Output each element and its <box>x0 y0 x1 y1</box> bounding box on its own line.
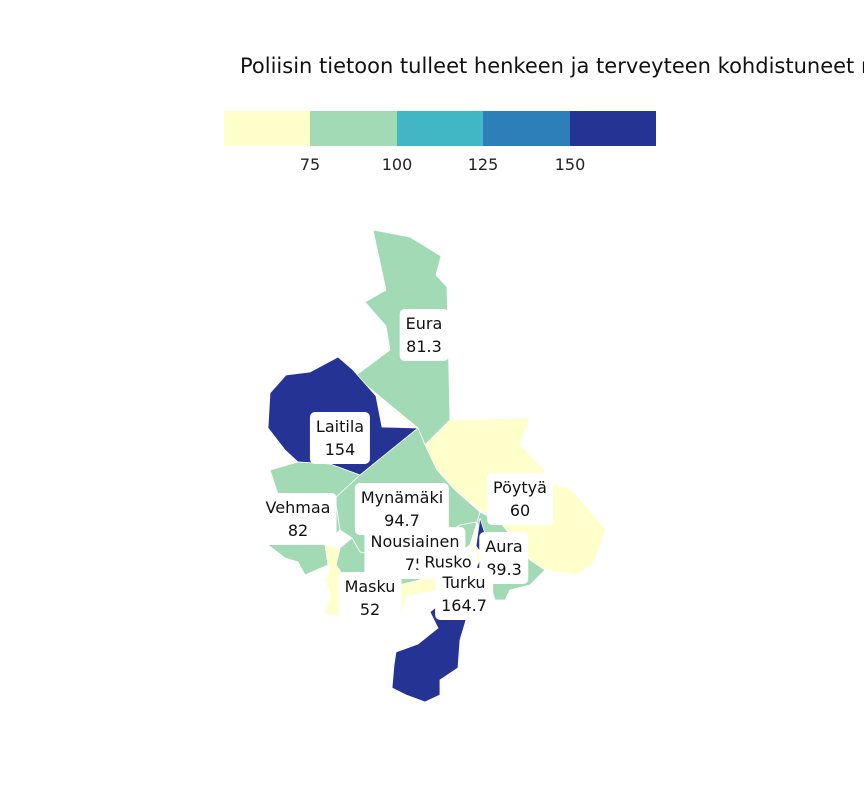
legend-tick-75: 75 <box>299 155 321 174</box>
map-label-vehmaa: Vehmaa 82 <box>259 493 337 545</box>
legend-tick-100: 100 <box>381 155 413 174</box>
region-value-laitila: 154 <box>324 440 356 459</box>
legend-color-bar <box>224 111 657 146</box>
region-name-rusko: Rusko <box>424 552 472 572</box>
legend-swatch-1 <box>224 111 311 146</box>
region-name-nousiainen: Nousiainen <box>370 532 460 551</box>
legend-tick-150: 150 <box>554 155 586 174</box>
legend-swatch-5 <box>569 111 657 146</box>
region-name-vehmaa: Vehmaa <box>265 498 331 517</box>
region-name-turku: Turku <box>442 573 486 592</box>
map-label-mynamaki: Mynämäki 94.7 <box>354 483 450 535</box>
region-value-mynamaki: 94.7 <box>384 511 420 530</box>
region-name-aura: Aura <box>485 537 523 556</box>
region-value-masku: 52 <box>359 600 381 619</box>
region-value-poytya: 60 <box>509 501 531 520</box>
map-label-masku: Masku 52 <box>338 572 402 624</box>
region-value-eura: 81.3 <box>406 337 442 356</box>
region-value-turku: 164.7 <box>441 596 487 615</box>
legend: 75 100 125 150 <box>224 111 657 181</box>
map-label-poytya: Pöytyä 60 <box>487 473 553 525</box>
map-label-eura: Eura 81.3 <box>399 309 449 361</box>
region-name-mynamaki: Mynämäki <box>360 488 444 507</box>
region-value-vehmaa: 82 <box>287 521 309 540</box>
region-value-aura: 89.3 <box>486 560 522 579</box>
map-title: Poliisin tietoon tulleet henkeen ja terv… <box>240 54 864 78</box>
legend-swatch-2 <box>310 111 397 146</box>
region-name-masku: Masku <box>344 577 396 596</box>
legend-tick-125: 125 <box>467 155 499 174</box>
map-label-turku: Turku 164.7 <box>435 568 493 620</box>
region-name-poytya: Pöytyä <box>493 478 547 497</box>
legend-swatch-3 <box>396 111 484 146</box>
region-name-eura: Eura <box>405 314 443 333</box>
legend-swatch-4 <box>483 111 570 146</box>
map-label-laitila: Laitila 154 <box>309 412 371 464</box>
region-name-laitila: Laitila <box>315 417 365 436</box>
